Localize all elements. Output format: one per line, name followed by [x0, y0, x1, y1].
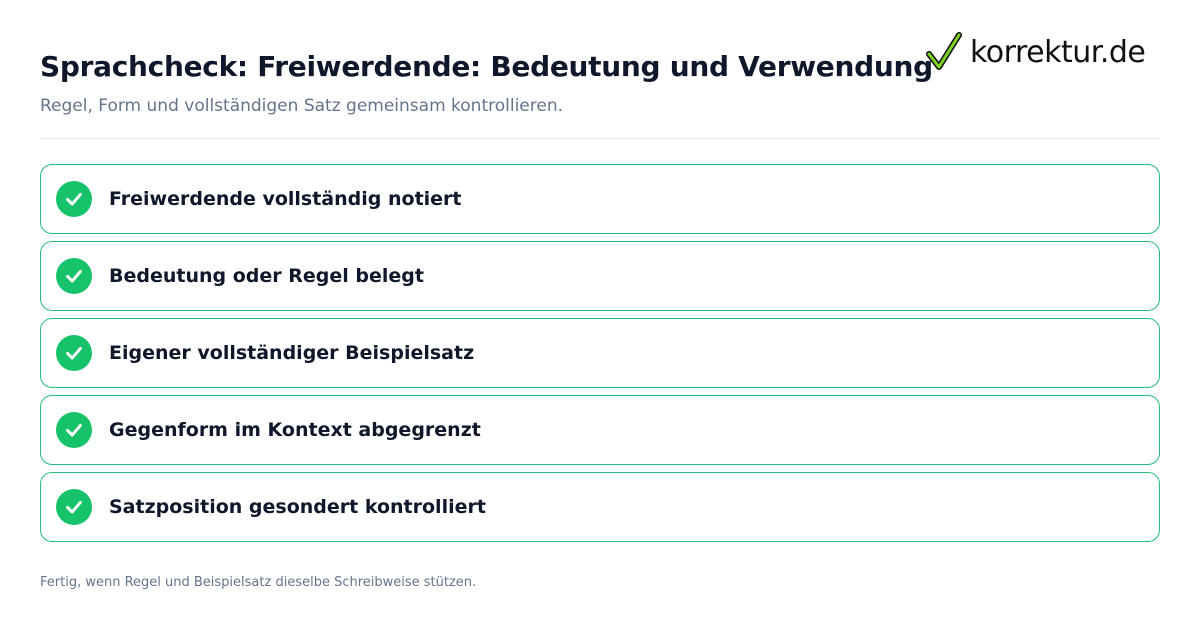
checklist-item: Gegenform im Kontext abgegrenzt: [40, 395, 1160, 465]
logo[interactable]: korrektur.de: [926, 30, 1146, 74]
checklist-item: Bedeutung oder Regel belegt: [40, 241, 1160, 311]
checkmark-icon: [926, 32, 962, 70]
footer-note: Fertig, wenn Regel und Beispielsatz dies…: [40, 575, 477, 590]
check-circle-icon: [56, 412, 92, 448]
check-circle-icon: [56, 258, 92, 294]
check-circle-icon: [56, 181, 92, 217]
checklist-item-label: Freiwerdende vollständig notiert: [109, 188, 462, 210]
checklist-item-label: Satzposition gesondert kontrolliert: [109, 496, 486, 518]
checklist-item: Satzposition gesondert kontrolliert: [40, 472, 1160, 542]
check-circle-icon: [56, 489, 92, 525]
checklist-item-label: Eigener vollständiger Beispielsatz: [109, 342, 475, 364]
page-title: Sprachcheck: Freiwerdende: Bedeutung und…: [40, 50, 933, 83]
header: Sprachcheck: Freiwerdende: Bedeutung und…: [40, 50, 1160, 116]
checklist: Freiwerdende vollständig notiert Bedeutu…: [40, 164, 1160, 549]
checklist-item-label: Gegenform im Kontext abgegrenzt: [109, 419, 481, 441]
page-subtitle: Regel, Form und vollständigen Satz gemei…: [40, 96, 564, 116]
checklist-item: Eigener vollständiger Beispielsatz: [40, 318, 1160, 388]
checklist-item-label: Bedeutung oder Regel belegt: [109, 265, 424, 287]
checklist-item: Freiwerdende vollständig notiert: [40, 164, 1160, 234]
divider: [40, 138, 1160, 139]
check-circle-icon: [56, 335, 92, 371]
logo-text: korrektur.de: [970, 34, 1146, 70]
